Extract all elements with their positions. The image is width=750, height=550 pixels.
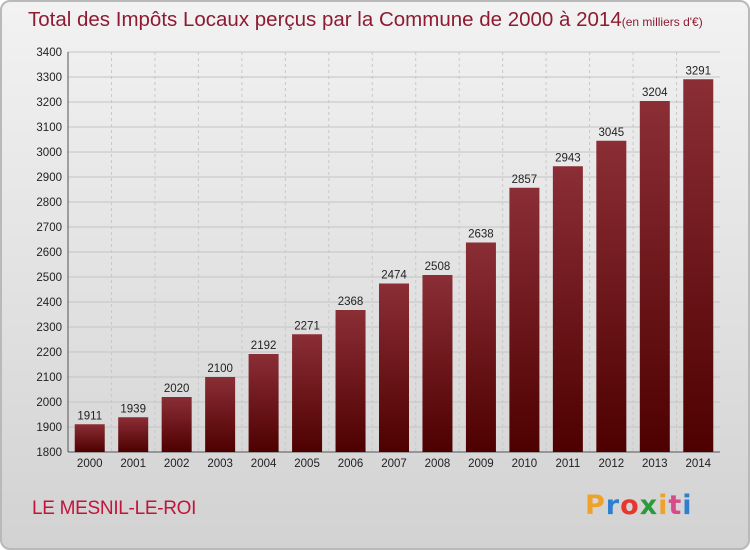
bar (596, 140, 627, 452)
x-tick-label: 2000 (77, 458, 103, 470)
x-tick-label: 2004 (251, 458, 277, 470)
y-tick-label: 2900 (36, 172, 62, 184)
x-tick-label: 2011 (555, 458, 580, 470)
data-label: 2857 (512, 174, 538, 186)
x-tick-label: 2014 (685, 458, 711, 470)
x-tick-label: 2006 (338, 458, 364, 470)
y-tick-label: 2600 (36, 247, 62, 259)
x-tick-label: 2012 (599, 458, 625, 470)
data-label: 2508 (425, 261, 451, 273)
bar (422, 275, 453, 452)
bar (335, 310, 366, 452)
logo-letter: o (620, 490, 640, 521)
y-tick-label: 2700 (36, 222, 62, 234)
data-label: 2368 (338, 296, 364, 308)
data-label: 2271 (294, 320, 320, 332)
logo-letter: t (668, 490, 683, 521)
x-tick-label: 2001 (120, 458, 146, 470)
bar (292, 334, 323, 452)
y-tick-label: 3200 (36, 97, 62, 109)
x-tick-label: 2003 (207, 458, 233, 470)
data-label: 3204 (642, 87, 668, 99)
bar (118, 417, 149, 452)
logo-letter: x (639, 490, 659, 521)
bar (683, 79, 714, 452)
y-tick-label: 1800 (36, 447, 62, 459)
bar (205, 377, 236, 452)
data-label: 1939 (120, 403, 146, 415)
y-tick-label: 2300 (36, 322, 62, 334)
bar (552, 166, 583, 452)
logo-letter: P (585, 490, 606, 521)
data-label: 2192 (251, 340, 277, 352)
data-label: 1911 (77, 410, 102, 422)
y-tick-label: 1900 (36, 422, 62, 434)
y-tick-label: 2100 (36, 372, 62, 384)
data-label: 3045 (599, 127, 625, 139)
chart-unit: (en milliers d'€) (621, 15, 703, 29)
bar (639, 101, 670, 452)
logo-letter: i (682, 490, 693, 521)
x-tick-label: 2009 (468, 458, 494, 470)
y-tick-label: 2800 (36, 197, 62, 209)
data-label: 2943 (555, 152, 581, 164)
y-tick-label: 2000 (36, 397, 62, 409)
bar (74, 424, 105, 452)
labels: 1800 1900 2000 2100 2200 2300 2400 2500 2600 2700… (36, 47, 711, 470)
data-label: 3291 (685, 65, 711, 77)
data-label: 2638 (468, 229, 494, 241)
data-label: 2020 (164, 383, 190, 395)
bar (248, 354, 279, 452)
commune-name: LE MESNIL-LE-ROI (32, 498, 197, 519)
x-tick-label: 2013 (642, 458, 668, 470)
y-tick-label: 3100 (36, 122, 62, 134)
data-label: 2474 (381, 270, 407, 282)
x-tick-label: 2005 (294, 458, 320, 470)
y-tick-label: 3400 (36, 47, 62, 59)
chart-title-text: Total des Impôts Locaux perçus par la Co… (28, 8, 622, 31)
bar (509, 187, 540, 452)
bars (74, 79, 714, 452)
logo-letter: i (658, 490, 669, 521)
chart-title: Total des Impôts Locaux perçus par la Co… (28, 8, 703, 32)
y-tick-label: 3300 (36, 72, 62, 84)
bar (465, 242, 496, 452)
x-tick-label: 2002 (164, 458, 190, 470)
proxiti-logo: Proxiti (585, 490, 693, 521)
x-tick-label: 2008 (425, 458, 451, 470)
bar (161, 397, 192, 452)
data-label: 2100 (207, 363, 233, 375)
y-tick-label: 3000 (36, 147, 62, 159)
x-tick-label: 2010 (512, 458, 538, 470)
y-tick-label: 2400 (36, 297, 62, 309)
y-tick-label: 2200 (36, 347, 62, 359)
bar (379, 283, 409, 452)
y-tick-label: 2500 (36, 272, 62, 284)
x-tick-label: 2007 (381, 458, 407, 470)
logo-letter: r (605, 490, 621, 521)
